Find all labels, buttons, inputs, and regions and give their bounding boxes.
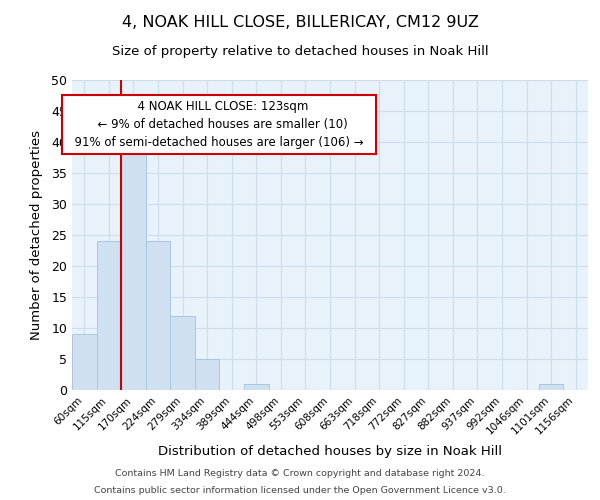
Y-axis label: Number of detached properties: Number of detached properties [30,130,43,340]
Text: Contains public sector information licensed under the Open Government Licence v3: Contains public sector information licen… [94,486,506,495]
Bar [121,136,146,390]
Bar [97,241,121,390]
Bar [539,384,563,390]
Text: 4 NOAK HILL CLOSE: 123sqm
  ← 9% of detached houses are smaller (10)
  91% of se: 4 NOAK HILL CLOSE: 123sqm ← 9% of detach… [67,100,371,149]
Bar [244,384,269,390]
Bar [170,316,195,390]
Bar [195,359,220,390]
Bar [72,334,97,390]
X-axis label: Distribution of detached houses by size in Noak Hill: Distribution of detached houses by size … [158,444,502,458]
Text: Contains HM Land Registry data © Crown copyright and database right 2024.: Contains HM Land Registry data © Crown c… [115,468,485,477]
Text: Size of property relative to detached houses in Noak Hill: Size of property relative to detached ho… [112,45,488,58]
Text: 4, NOAK HILL CLOSE, BILLERICAY, CM12 9UZ: 4, NOAK HILL CLOSE, BILLERICAY, CM12 9UZ [122,15,478,30]
Bar [146,241,170,390]
